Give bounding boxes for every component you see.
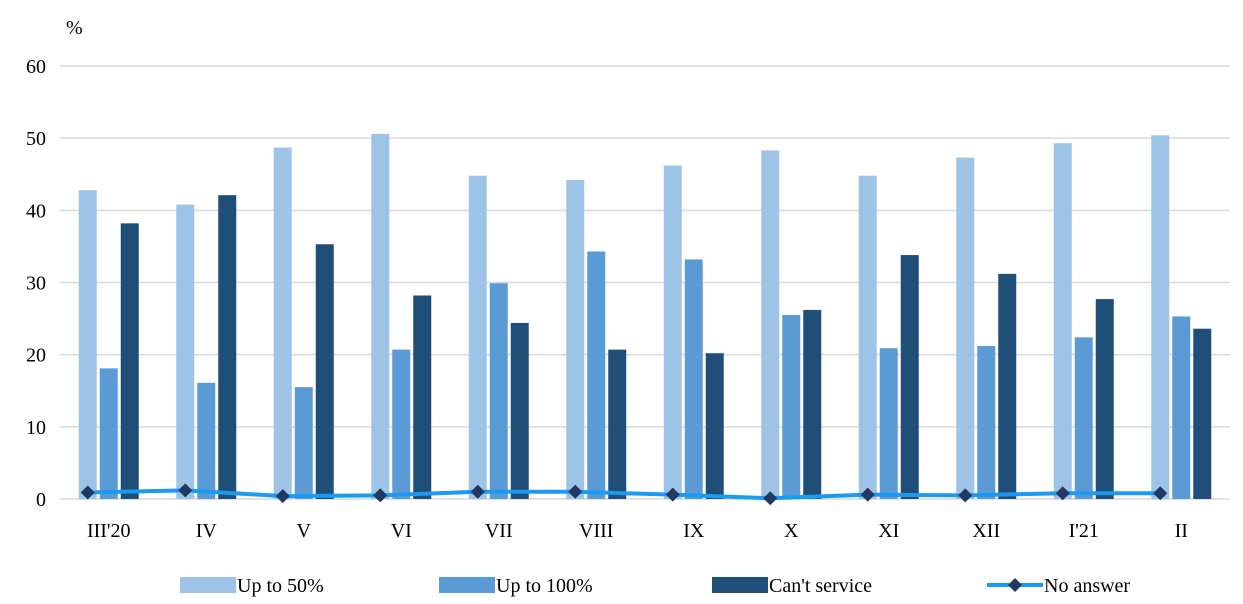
bar <box>1151 135 1170 499</box>
no-answer-marker <box>958 488 973 503</box>
y-tick-label: 30 <box>26 273 46 295</box>
no-answer-marker <box>275 489 290 504</box>
legend-item: No answer <box>987 575 1130 597</box>
y-axis-ticks: 0 10 20 30 40 50 60 <box>26 56 46 511</box>
bar <box>371 133 390 499</box>
bar <box>587 251 606 499</box>
bar <box>78 190 97 500</box>
legend: Up to 50% Up to 100% Can't service No answe… <box>180 575 1130 597</box>
bar <box>956 157 975 499</box>
bar <box>684 259 703 499</box>
no-answer-marker <box>373 488 388 503</box>
bar <box>1193 328 1212 499</box>
x-tick-label: X <box>784 520 799 542</box>
legend-swatch <box>180 577 236 593</box>
bar <box>489 283 508 499</box>
legend-label: Up to 50% <box>237 575 324 597</box>
x-tick-label: VI <box>391 520 412 542</box>
legend-item: Up to 100% <box>439 575 593 597</box>
bar <box>273 147 292 499</box>
y-tick-label: 50 <box>26 128 46 150</box>
no-answer-marker <box>178 483 193 498</box>
no-answer-marker <box>470 484 485 499</box>
x-tick-label: IX <box>683 520 705 542</box>
legend-label: Up to 100% <box>496 575 593 597</box>
bar <box>1074 337 1093 499</box>
x-axis-ticks: III'20 IV V VI VII VIII IX X XI XII I'21 II <box>87 520 1188 542</box>
no-answer-marker <box>1055 486 1070 501</box>
x-tick-label: I'21 <box>1069 520 1099 542</box>
bar <box>879 348 898 499</box>
legend-swatch <box>439 577 495 593</box>
no-answer-marker <box>568 484 583 499</box>
bar <box>1172 316 1191 499</box>
no-answer-marker <box>1153 486 1168 501</box>
no-answer-line <box>80 483 1168 506</box>
x-tick-label: XI <box>878 520 899 542</box>
bar <box>858 175 877 499</box>
bar <box>468 175 487 499</box>
bar <box>176 204 195 499</box>
gridlines <box>60 65 1230 500</box>
no-answer-marker <box>763 491 778 506</box>
bar <box>392 349 411 499</box>
legend-label: Can't service <box>769 575 872 597</box>
y-tick-label: 60 <box>26 56 46 78</box>
x-tick-label: VIII <box>579 520 613 542</box>
no-answer-marker <box>860 487 875 502</box>
bar <box>566 180 585 500</box>
x-tick-label: VII <box>485 520 513 542</box>
no-answer-series-line <box>87 488 1161 501</box>
bar <box>663 165 682 499</box>
legend-swatch <box>712 577 768 593</box>
bar <box>782 314 801 499</box>
bar <box>413 295 432 499</box>
bar <box>99 368 118 499</box>
bar <box>315 244 334 499</box>
bar <box>803 309 822 499</box>
bar <box>900 255 919 499</box>
x-tick-label: II <box>1175 520 1188 542</box>
y-tick-label: 40 <box>26 200 46 222</box>
legend-label: No answer <box>1044 575 1130 597</box>
y-tick-label: 20 <box>26 345 46 367</box>
bar <box>1095 299 1114 499</box>
legend-item: Can't service <box>712 575 872 597</box>
x-tick-label: IV <box>196 520 218 542</box>
bar <box>120 223 139 499</box>
bar <box>197 382 216 499</box>
bar <box>977 346 996 499</box>
bar <box>998 273 1017 499</box>
legend-item: Up to 50% <box>180 575 324 597</box>
y-tick-label: 10 <box>26 417 46 439</box>
bar <box>218 195 237 499</box>
x-tick-label: III'20 <box>87 520 131 542</box>
bar <box>705 353 724 499</box>
no-answer-marker <box>665 487 680 502</box>
bar <box>608 349 627 499</box>
bars <box>78 133 1212 500</box>
bar <box>294 387 313 499</box>
legend-swatch-marker <box>1008 578 1022 592</box>
bar <box>1053 143 1072 500</box>
x-tick-label: V <box>297 520 312 542</box>
x-tick-label: XII <box>972 520 1000 542</box>
bar <box>761 150 780 499</box>
y-unit-label: % <box>66 17 83 39</box>
bar <box>510 322 529 499</box>
no-answer-marker <box>80 485 95 500</box>
y-tick-label: 0 <box>36 489 46 511</box>
